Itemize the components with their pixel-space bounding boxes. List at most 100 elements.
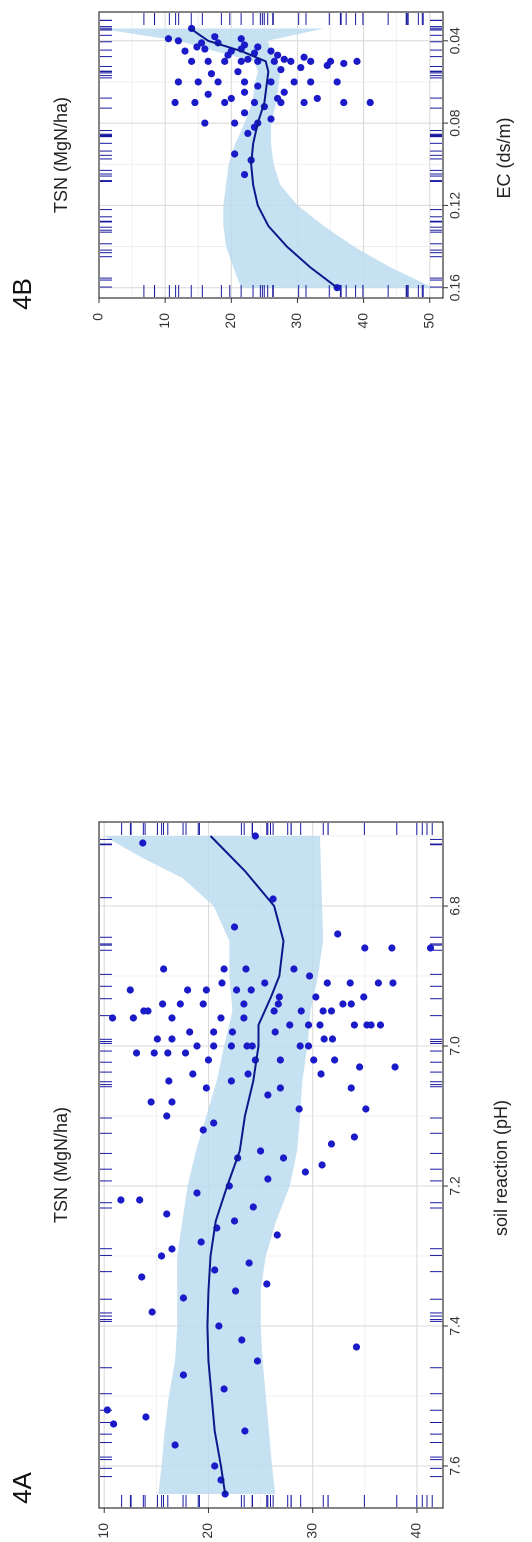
data-point [211,1266,219,1274]
data-point [297,1007,305,1015]
data-point [366,98,374,107]
data-point [297,63,305,72]
y-tick-label: 0 [90,313,106,321]
smooth-line [189,27,338,289]
data-point [301,1168,309,1176]
data-point [217,1014,225,1022]
data-point [231,119,239,127]
data-point [193,43,201,51]
data-point [211,1462,219,1470]
data-point [142,1413,150,1421]
data-point [211,33,219,41]
data-point [350,1133,358,1141]
data-point [158,1000,167,1008]
data-point [179,1294,188,1302]
data-point [388,944,396,952]
x-tick-label: 0.04 [447,27,463,54]
data-point [327,1007,336,1015]
data-point [237,35,245,43]
data-point [171,98,179,107]
x-tick-label: 0.08 [447,109,463,136]
data-point [174,37,182,45]
data-point [201,119,209,127]
data-point [197,1238,205,1246]
data-point [165,1077,173,1085]
data-point [251,832,259,840]
y-tick-label: 40 [408,1523,424,1539]
data-point [220,965,228,973]
data-point [347,1000,355,1008]
data-point [168,1035,176,1043]
data-point [207,70,216,78]
data-point [263,1280,271,1288]
data-point [279,1154,288,1162]
y-tick-label: 50 [420,313,436,329]
data-point [179,1371,188,1379]
data-point [356,1063,364,1071]
y-tick-label: 20 [222,313,238,329]
data-point [157,1252,166,1260]
data-point [426,944,435,952]
data-point [305,972,314,980]
data-point [353,57,361,65]
panel-4b [98,11,448,303]
data-point [276,1056,284,1064]
y-axis-title: TSN (MgN/ha) [51,1107,71,1223]
data-point [181,47,189,55]
data-point [233,986,241,994]
data-point [277,98,285,107]
data-point [286,1021,294,1029]
data-point [215,1322,223,1330]
data-point [188,57,196,65]
data-point [295,1105,303,1113]
data-point [240,88,249,96]
data-point [202,986,210,994]
y-tick-label: 10 [156,313,172,329]
data-point [320,1035,328,1043]
data-point [376,1021,385,1029]
data-point [204,57,212,65]
data-point [340,59,348,68]
data-point [277,66,285,74]
x-tick-label: 7.2 [447,1176,463,1196]
data-point [296,1042,304,1050]
data-point [240,109,249,117]
x-tick-label: 0.12 [447,192,463,219]
data-point [160,965,168,973]
data-point [227,1077,235,1085]
data-point [374,979,382,987]
data-point [240,78,249,86]
data-point [164,35,173,43]
data-point [261,979,269,987]
data-point [312,993,320,1001]
data-point [317,1070,325,1078]
data-point [136,1196,144,1204]
data-point [202,1084,210,1092]
data-point [352,1343,361,1351]
data-point [204,1056,213,1064]
data-point [117,1196,125,1204]
data-point [287,57,295,65]
y-tick-label: 40 [354,313,370,329]
x-axis-title: EC (ds/m) [494,118,514,199]
data-point [241,1427,249,1435]
data-point [181,1049,190,1057]
panel-4a [98,821,448,1513]
data-point [126,986,134,994]
data-point [271,1028,279,1036]
data-point [168,1098,176,1106]
data-point [267,115,275,123]
data-point [304,1042,313,1050]
data-point [171,1441,179,1449]
data-point [168,1245,176,1253]
data-point [227,94,235,103]
data-point [323,61,331,70]
data-point [300,53,308,61]
data-point [361,944,369,952]
data-point [244,55,252,63]
data-point [153,1035,161,1043]
data-point [210,1119,218,1127]
data-point [132,1049,141,1057]
data-point [250,98,259,107]
data-point [194,78,202,86]
